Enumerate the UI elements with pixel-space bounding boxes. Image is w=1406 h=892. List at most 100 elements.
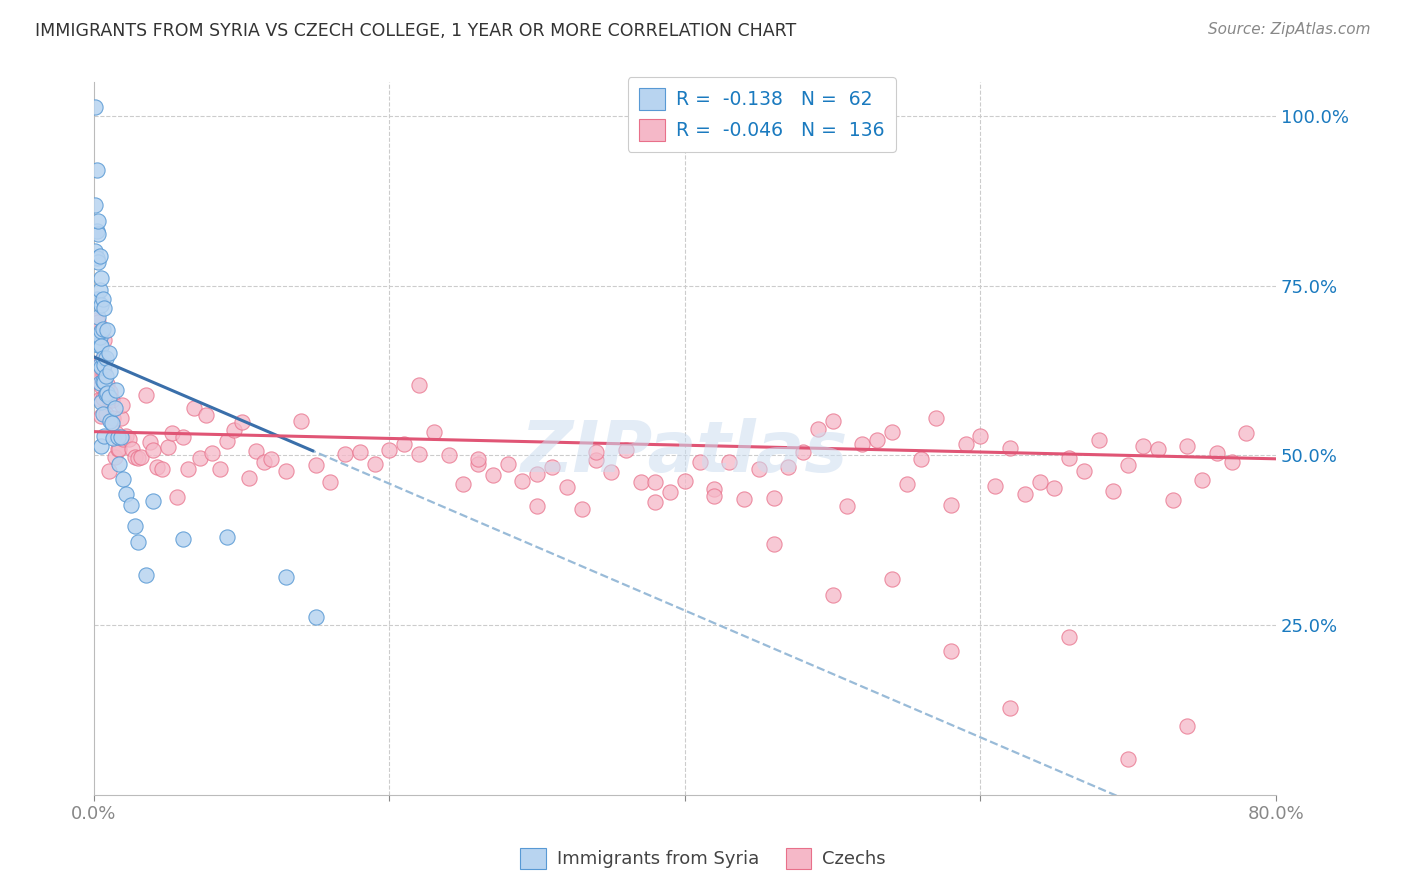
Point bbox=[910, 452, 932, 467]
Point bbox=[969, 429, 991, 443]
Point bbox=[526, 467, 548, 482]
Point bbox=[91, 322, 114, 336]
Point bbox=[172, 532, 194, 546]
Point bbox=[363, 457, 385, 471]
Point bbox=[378, 443, 401, 458]
Point bbox=[821, 589, 844, 603]
Point bbox=[1014, 487, 1036, 501]
Point bbox=[1057, 450, 1080, 465]
Point bbox=[718, 455, 741, 469]
Point bbox=[304, 610, 326, 624]
Point bbox=[127, 535, 149, 549]
Point bbox=[512, 474, 534, 488]
Point bbox=[90, 359, 112, 374]
Point bbox=[1028, 475, 1050, 489]
Point bbox=[94, 387, 117, 401]
Point bbox=[1220, 455, 1243, 469]
Point bbox=[925, 411, 948, 425]
Point bbox=[467, 451, 489, 466]
Point bbox=[91, 367, 114, 381]
Point bbox=[896, 477, 918, 491]
Point bbox=[91, 374, 114, 388]
Point bbox=[90, 439, 112, 453]
Point bbox=[97, 390, 120, 404]
Point bbox=[91, 392, 114, 406]
Point bbox=[1057, 630, 1080, 644]
Point bbox=[866, 434, 889, 448]
Point bbox=[124, 450, 146, 465]
Point bbox=[86, 292, 108, 306]
Point bbox=[1234, 426, 1257, 441]
Point bbox=[1175, 439, 1198, 453]
Point bbox=[105, 425, 128, 440]
Point bbox=[84, 198, 107, 212]
Point bbox=[111, 399, 134, 413]
Point bbox=[90, 353, 112, 368]
Point bbox=[245, 444, 267, 458]
Point bbox=[319, 475, 342, 490]
Point bbox=[998, 442, 1021, 456]
Point bbox=[98, 414, 121, 428]
Point bbox=[1205, 446, 1227, 460]
Point bbox=[94, 351, 117, 365]
Point bbox=[129, 450, 152, 464]
Point bbox=[101, 411, 124, 425]
Point bbox=[1116, 752, 1139, 766]
Point bbox=[90, 394, 112, 409]
Point bbox=[107, 442, 129, 456]
Point bbox=[120, 499, 142, 513]
Point bbox=[762, 537, 785, 551]
Point bbox=[423, 425, 446, 440]
Point bbox=[177, 462, 200, 476]
Point bbox=[208, 462, 231, 476]
Point bbox=[1116, 458, 1139, 473]
Point bbox=[1191, 474, 1213, 488]
Text: Source: ZipAtlas.com: Source: ZipAtlas.com bbox=[1208, 22, 1371, 37]
Point bbox=[453, 476, 475, 491]
Point bbox=[349, 445, 371, 459]
Point bbox=[90, 379, 112, 393]
Point bbox=[93, 333, 115, 347]
Point bbox=[1043, 482, 1066, 496]
Point bbox=[93, 301, 115, 315]
Point bbox=[87, 329, 110, 343]
Point bbox=[408, 377, 430, 392]
Point bbox=[778, 459, 800, 474]
Point bbox=[238, 471, 260, 485]
Point bbox=[93, 358, 115, 372]
Point bbox=[215, 434, 238, 449]
Point bbox=[87, 338, 110, 352]
Point bbox=[215, 530, 238, 544]
Point bbox=[110, 410, 132, 425]
Point bbox=[837, 499, 859, 513]
Point bbox=[1175, 718, 1198, 732]
Point bbox=[733, 491, 755, 506]
Point bbox=[90, 271, 112, 285]
Point bbox=[87, 315, 110, 329]
Point bbox=[96, 386, 118, 401]
Point bbox=[139, 434, 162, 449]
Point bbox=[703, 482, 725, 496]
Point bbox=[571, 501, 593, 516]
Point bbox=[703, 489, 725, 503]
Point bbox=[91, 407, 114, 421]
Point bbox=[101, 432, 124, 446]
Point bbox=[555, 480, 578, 494]
Point bbox=[188, 451, 211, 466]
Text: ZIPatlas: ZIPatlas bbox=[522, 418, 849, 487]
Point bbox=[984, 478, 1007, 492]
Point bbox=[1132, 439, 1154, 453]
Point bbox=[1161, 493, 1184, 508]
Point bbox=[333, 447, 356, 461]
Point bbox=[644, 495, 666, 509]
Point bbox=[91, 351, 114, 366]
Point bbox=[94, 369, 117, 384]
Point bbox=[112, 471, 135, 485]
Point bbox=[124, 518, 146, 533]
Point bbox=[89, 354, 111, 368]
Point bbox=[98, 364, 121, 378]
Point bbox=[98, 385, 121, 400]
Point bbox=[150, 462, 173, 476]
Legend: Immigrants from Syria, Czechs: Immigrants from Syria, Czechs bbox=[513, 840, 893, 876]
Point bbox=[630, 475, 652, 489]
